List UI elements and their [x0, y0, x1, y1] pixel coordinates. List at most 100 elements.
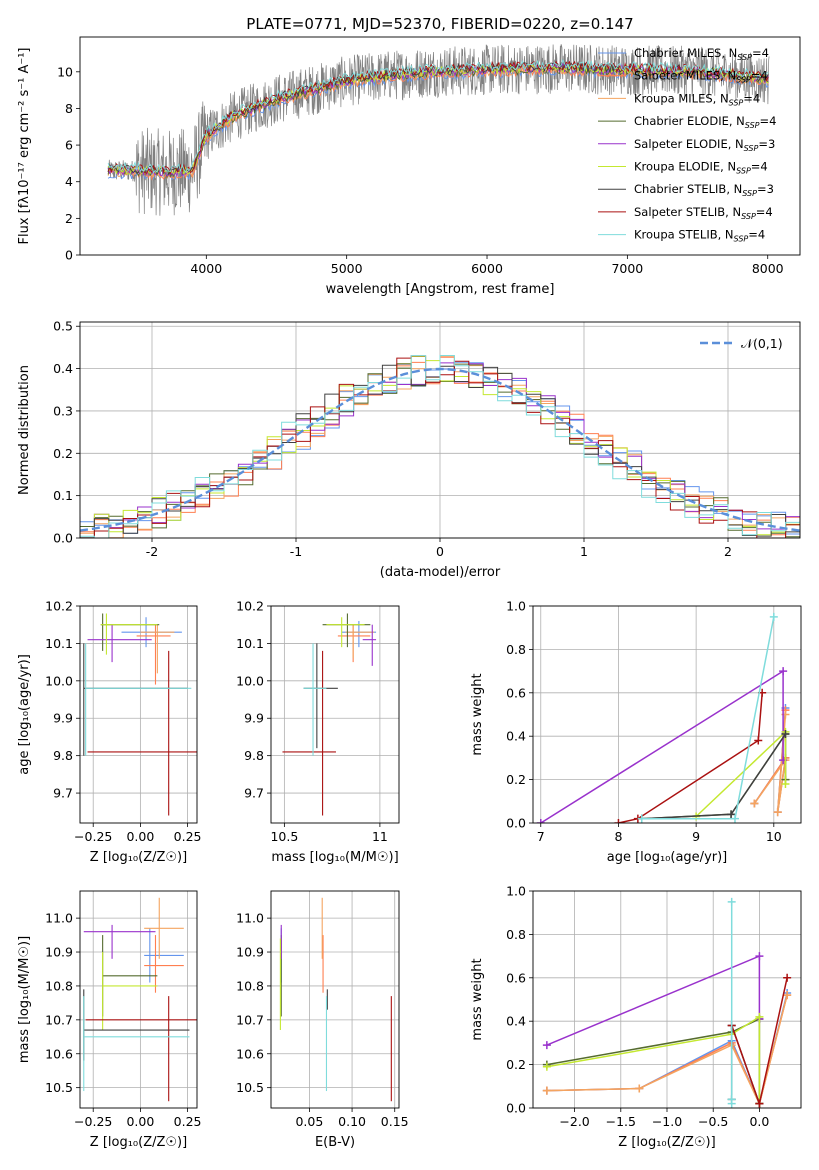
ticks: −0.25 0.00 0.25 9.7 9.8 9.9 10.0 10.1 10.2	[45, 599, 201, 845]
y-tick-label: 11.0	[45, 911, 73, 926]
y-tick-label: 10.8	[45, 978, 73, 993]
data-point	[85, 996, 197, 1102]
y-tick-label: 0.3	[53, 403, 73, 418]
data-point	[85, 643, 192, 756]
data-point	[102, 935, 158, 1017]
x-axis-label: wavelength [Angstrom, rest frame]	[326, 282, 555, 297]
y-tick-label: 10.7	[45, 1012, 73, 1027]
y-axis-label: mass [log₁₀(M/M☉)]	[17, 936, 32, 1063]
series-line	[618, 692, 763, 823]
data-point	[144, 935, 184, 993]
y-tick-label: 9.7	[53, 786, 73, 801]
axes-frame	[79, 605, 198, 824]
x-tick-label: 0.05	[295, 1114, 323, 1129]
axes-frame	[532, 890, 802, 1109]
x-tick-label: -2	[146, 544, 158, 559]
data-point	[322, 613, 371, 648]
legend-entry: Chabrier ELODIE, NSSP=4	[634, 114, 776, 130]
y-tick-label: 0.2	[53, 446, 73, 461]
y-tick-label: 10.7	[236, 1012, 264, 1027]
point-marker	[769, 612, 778, 621]
y-tick-label: 10.6	[45, 1046, 73, 1061]
grid	[80, 605, 197, 823]
legend-entry: Salpeter MILES, NSSP=4	[634, 69, 768, 85]
ticks: 10.5 11 9.7 9.8 9.9 10.0 10.1 10.2	[236, 599, 388, 845]
point-marker	[727, 897, 736, 906]
y-tick-label: 8	[65, 101, 73, 116]
grid	[271, 891, 399, 1108]
y-tick-label: 9.9	[244, 711, 264, 726]
x-tick-label: 0.10	[338, 1114, 366, 1129]
x-axis-label: Z [log₁₀(Z/Z☉)]	[618, 1135, 715, 1150]
x-axis-label: E(B-V)	[315, 1135, 355, 1150]
data-point	[83, 643, 188, 756]
x-tick-label: 10	[766, 829, 782, 844]
y-tick-label: 10.9	[236, 945, 264, 960]
y-tick-label: 10.6	[236, 1046, 264, 1061]
y-tick-label: 6	[65, 138, 73, 153]
axes-frame	[532, 605, 802, 824]
x-tick-label: −2.0	[559, 1114, 589, 1129]
y-tick-label: 0.5	[53, 319, 73, 334]
x-tick-label: 0.0	[749, 1114, 769, 1129]
data-point	[83, 989, 190, 1061]
figure-title: PLATE=0771, MJD=52370, FIBERID=0220, z=0…	[246, 15, 633, 33]
panel-mass-vs-EBV: 0.05 0.10 0.15 10.5 10.6 10.7 10.8 10.9 11.0 E(B-…	[236, 890, 409, 1150]
plot-area	[282, 613, 377, 816]
axes-frame	[270, 890, 400, 1109]
legend-entry: Kroupa ELODIE, NSSP=4	[634, 160, 768, 176]
grid	[271, 605, 399, 823]
point-marker	[542, 1041, 551, 1050]
y-tick-label: 0.0	[506, 1101, 526, 1116]
x-tick-label: 1	[580, 544, 588, 559]
x-tick-label: −0.25	[74, 829, 112, 844]
legend: 𝒩(0,1)	[700, 336, 783, 351]
legend-entry: Salpeter ELODIE, NSSP=3	[634, 137, 775, 153]
y-axis-label: mass weight	[470, 673, 485, 755]
x-tick-label: 6000	[471, 261, 503, 276]
model-spectrum-line	[107, 58, 769, 174]
model-spectrum-line	[107, 60, 769, 176]
axes-frame	[270, 605, 400, 824]
y-tick-label: 10.8	[236, 978, 264, 993]
x-tick-label: −1.0	[652, 1114, 682, 1129]
x-axis-label: age [log₁₀(age/yr)]	[607, 850, 728, 865]
point-marker	[614, 819, 623, 823]
x-tick-label: 11	[372, 829, 388, 844]
y-tick-label: 0.0	[506, 816, 526, 831]
ticks: 0.05 0.10 0.15 10.5 10.6 10.7 10.8 10.9 11.0	[236, 911, 408, 1129]
y-tick-label: 0.0	[53, 531, 73, 546]
point-marker	[783, 991, 792, 1000]
legend-entry: Kroupa MILES, NSSP=4	[634, 91, 760, 107]
plot-area	[107, 44, 770, 216]
grid	[80, 891, 197, 1108]
x-tick-label: 0.25	[174, 1114, 202, 1129]
legend-entry: Chabrier MILES, NSSP=4	[634, 46, 769, 62]
y-tick-label: 10.2	[236, 599, 264, 614]
point-marker	[750, 799, 759, 808]
y-tick-label: 9.8	[244, 748, 264, 763]
y-tick-label: 10.5	[236, 1080, 264, 1095]
y-tick-label: 9.8	[53, 748, 73, 763]
point-marker	[727, 1095, 736, 1104]
point-marker	[536, 819, 545, 823]
legend-entry: Salpeter STELIB, NSSP=4	[634, 205, 773, 221]
panel-mass-vs-Z: −0.25 0.00 0.25 10.5 10.6 10.7 10.8 10.9 11.0 Z […	[17, 890, 202, 1150]
series-line	[753, 714, 787, 813]
x-tick-label: −0.5	[698, 1114, 728, 1129]
data-point	[140, 624, 175, 674]
axes-frame	[79, 321, 801, 539]
x-axis-label: (data-model)/error	[380, 565, 501, 580]
y-tick-label: 10.1	[45, 636, 73, 651]
point-marker	[542, 1086, 551, 1095]
x-axis-label: Z [log₁₀(Z/Z☉)]	[90, 850, 187, 865]
data-point	[303, 643, 338, 749]
ticks: 4000 5000 6000 7000 8000 0 2 4 6 8 10	[57, 64, 784, 276]
y-tick-label: 0.1	[53, 488, 73, 503]
legend-entry: 𝒩(0,1)	[741, 336, 783, 351]
x-tick-label: 0.00	[126, 1114, 154, 1129]
x-tick-label: 0.15	[381, 1114, 409, 1129]
ticks: -2 -1 0 1 2 0.0 0.1 0.2 0.3 0.4 0.5	[53, 319, 732, 559]
y-tick-label: 0.8	[506, 642, 526, 657]
y-tick-label: 0.2	[506, 772, 526, 787]
